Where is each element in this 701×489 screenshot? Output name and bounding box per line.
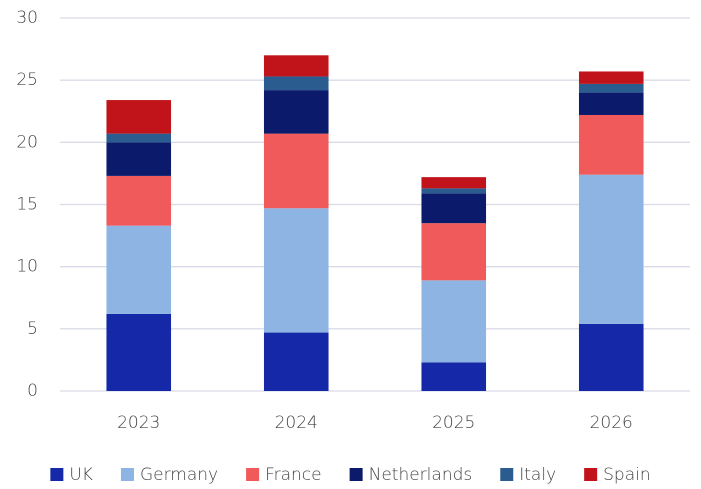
bar-segment bbox=[263, 208, 329, 333]
bar-segment bbox=[106, 175, 172, 226]
bar-segment bbox=[263, 55, 329, 77]
bar-segment bbox=[263, 76, 329, 91]
y-tick-label: 25 bbox=[16, 70, 38, 90]
bar-segment bbox=[578, 114, 644, 175]
legend-swatch bbox=[500, 468, 514, 481]
bar-segment bbox=[421, 223, 487, 281]
y-tick-label: 15 bbox=[16, 195, 38, 215]
y-tick-label: 10 bbox=[16, 257, 38, 277]
bar-segment bbox=[578, 83, 644, 93]
bar-segment bbox=[106, 225, 172, 314]
y-tick-label: 0 bbox=[27, 381, 38, 401]
bar-segment bbox=[263, 133, 329, 209]
legend-swatch bbox=[584, 468, 598, 481]
legend-label: UK bbox=[69, 465, 93, 485]
legend-swatch bbox=[50, 468, 64, 481]
bar-segment bbox=[106, 133, 172, 143]
bar-segment bbox=[578, 92, 644, 115]
bar-segment bbox=[263, 332, 329, 391]
x-tick-label: 2023 bbox=[117, 413, 160, 433]
legend-swatch bbox=[120, 468, 134, 481]
bar-segment bbox=[106, 142, 172, 176]
x-tick-label: 2026 bbox=[590, 413, 633, 433]
legend-label: France bbox=[265, 465, 322, 485]
bar-segment bbox=[106, 313, 172, 391]
bar-segment bbox=[106, 100, 172, 134]
bar-segment bbox=[421, 362, 487, 391]
bar-segment bbox=[421, 188, 487, 194]
bar-segment bbox=[578, 174, 644, 324]
bar-segment bbox=[421, 193, 487, 224]
legend-label: Germany bbox=[140, 465, 218, 485]
legend-swatch bbox=[246, 468, 260, 481]
legend-swatch bbox=[349, 468, 363, 481]
y-tick-label: 30 bbox=[16, 8, 38, 28]
x-tick-label: 2025 bbox=[432, 413, 475, 433]
bar-segment bbox=[263, 90, 329, 134]
y-tick-label: 5 bbox=[27, 319, 38, 339]
bar-segment bbox=[578, 71, 644, 84]
legend-label: Spain bbox=[603, 465, 651, 485]
bar-segment bbox=[421, 177, 487, 189]
bar-segment bbox=[578, 323, 644, 391]
legend-label: Netherlands bbox=[369, 465, 473, 485]
bar-segment bbox=[421, 280, 487, 363]
x-tick-label: 2024 bbox=[275, 413, 318, 433]
y-tick-label: 20 bbox=[16, 132, 38, 152]
legend-label: Italy bbox=[519, 465, 556, 485]
